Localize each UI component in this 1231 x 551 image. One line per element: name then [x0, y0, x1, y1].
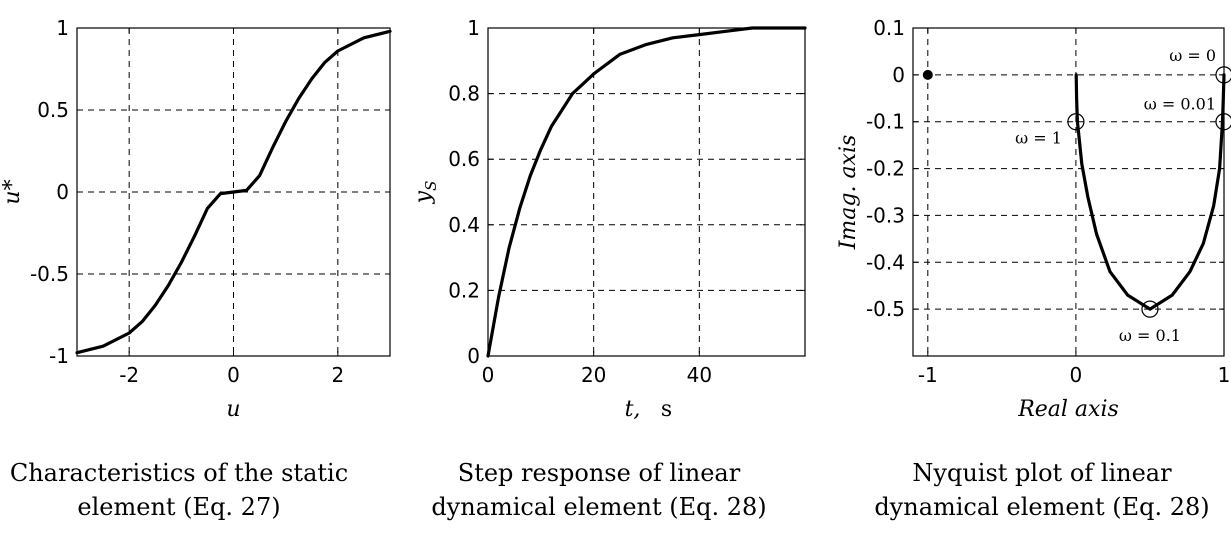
y-tick-label: -0.1 [866, 110, 905, 134]
critical-point-marker [922, 69, 933, 80]
frequency-marker [1141, 300, 1159, 318]
caption-line: element (Eq. 27) [77, 493, 281, 521]
x-tick-label: 0 [482, 363, 495, 387]
panel-step-response: 0 20 40 0 0.2 0.4 0.6 0.8 1 t, s yS [411, 16, 807, 422]
y-axis-label: u* [0, 179, 25, 204]
y-axis-label: yS [411, 181, 440, 205]
x-tick-label: 1 [1218, 363, 1231, 387]
y-tick-label: 1 [467, 16, 480, 40]
y-tick-label: 0.2 [448, 278, 480, 302]
data-line [486, 26, 807, 358]
x-tick-label: 20 [581, 363, 606, 387]
frequency-annotation: ω = 1 [1015, 129, 1062, 148]
caption-step-response: Step response of linear dynamical elemen… [429, 456, 769, 524]
y-tick-label: -0.3 [866, 203, 905, 227]
axes-frame [912, 27, 1225, 357]
x-tick-label: 0 [227, 363, 240, 387]
caption-line: Step response of linear [457, 459, 741, 487]
x-axis-label: u [226, 397, 240, 422]
x-tick-label: -1 [918, 363, 938, 387]
y-tick-label: 0.5 [37, 98, 69, 122]
frequency-marker [1067, 113, 1085, 131]
x-axis-label: Real axis [1017, 397, 1119, 422]
frequency-annotation: ω = 0 [1169, 46, 1216, 65]
caption-nyquist: Nyquist plot of linear dynamical element… [872, 456, 1212, 524]
x-tick-label: 40 [687, 363, 712, 387]
caption-static-element: Characteristics of the static element (E… [9, 456, 349, 524]
y-tick-label: -0.5 [30, 262, 69, 286]
y-tick-label: 0 [892, 63, 905, 87]
y-tick-label: 0 [56, 180, 69, 204]
y-tick-label: 0.1 [873, 16, 905, 40]
y-axis-label: Imag. axis [836, 135, 861, 251]
y-tick-label: -1 [49, 344, 69, 368]
caption-line: Nyquist plot of linear [912, 459, 1172, 487]
y-tick-label: -0.2 [866, 157, 905, 181]
y-tick-label: 1 [56, 16, 69, 40]
x-tick-label: -2 [119, 363, 139, 387]
x-tick-label: 2 [331, 363, 344, 387]
y-axis-label-subscript: S [422, 181, 440, 191]
frequency-marker [1215, 66, 1231, 84]
caption-line: dynamical element (Eq. 28) [431, 493, 767, 521]
caption-line: Characteristics of the static [9, 459, 349, 487]
y-tick-label: 0.4 [448, 213, 480, 237]
frequency-annotation: ω = 0.1 [1119, 326, 1181, 345]
frequency-annotation: ω = 0.01 [1144, 95, 1216, 114]
x-tick-label: 0 [1070, 363, 1083, 387]
x-axis-label: t, [625, 397, 641, 422]
axes-frame [487, 27, 806, 357]
y-tick-label: 0.6 [448, 147, 480, 171]
y-tick-label: -0.4 [866, 250, 905, 274]
frequency-marker [1215, 113, 1231, 131]
x-axis-unit: s [661, 397, 672, 422]
caption-line: dynamical element (Eq. 28) [874, 493, 1210, 521]
data-line [75, 29, 392, 355]
y-tick-label: -0.5 [866, 297, 905, 321]
y-tick-label: 0.8 [448, 82, 480, 106]
y-tick-label: 0 [467, 344, 480, 368]
panel-static-characteristic: -2 0 2 -1 -0.5 0 0.5 1 u u* [0, 16, 392, 422]
data-line [1074, 73, 1226, 311]
panel-nyquist-plot: -1 0 1 0.1 0 -0.1 -0.2 -0.3 -0.4 -0.5 Real axis Ima… [836, 16, 1231, 422]
